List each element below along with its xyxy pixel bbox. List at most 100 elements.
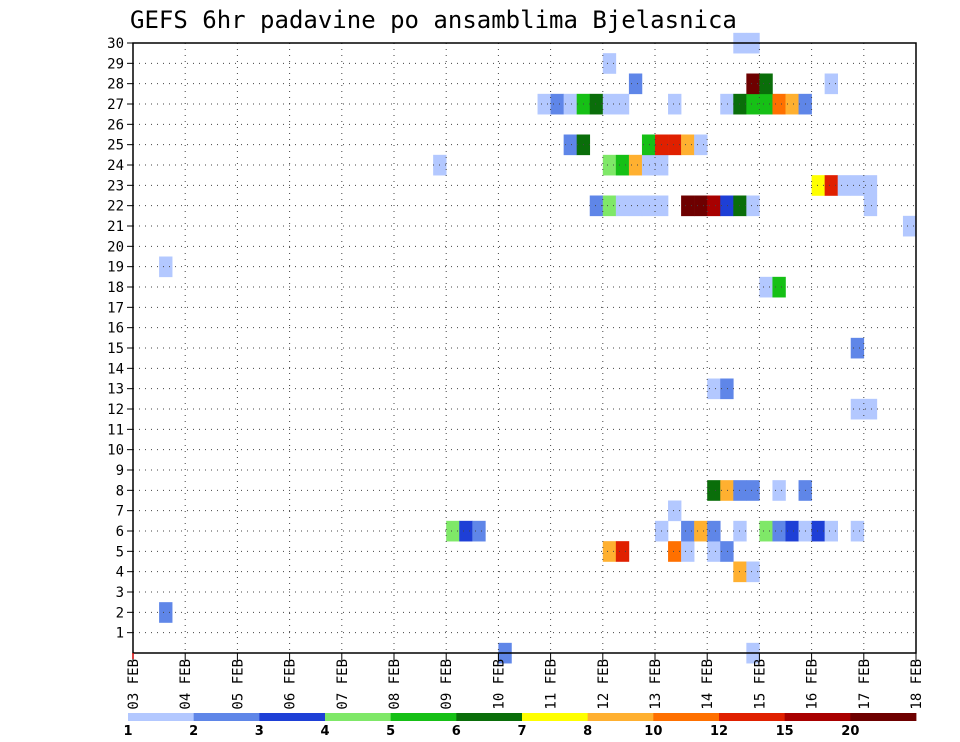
heatmap-cell: [720, 93, 734, 115]
y-tick-label: 1: [116, 626, 124, 642]
heatmap-cell: [720, 195, 734, 217]
heatmap-cell: [694, 134, 708, 156]
heatmap-cell: [785, 520, 799, 542]
heatmap-cell: [707, 520, 721, 542]
y-tick-label: 23: [107, 178, 124, 194]
heatmap-cell: [563, 134, 577, 156]
legend-swatch: [850, 713, 917, 721]
heatmap-cell: [759, 93, 773, 115]
legend-label: 1: [123, 724, 132, 739]
heatmap-cell: [694, 520, 708, 542]
x-tick-label: 16 FEB: [805, 659, 821, 710]
heatmap-cell: [681, 195, 695, 217]
legend-swatch: [128, 713, 195, 721]
heatmap-cell: [850, 337, 865, 359]
y-tick-label: 21: [107, 219, 124, 235]
heatmap-cell: [668, 500, 682, 522]
heatmap-cell: [811, 175, 825, 196]
x-tick-label: 13 FEB: [648, 659, 664, 710]
heatmap-cell: [720, 378, 734, 400]
heatmap-cell: [772, 480, 786, 501]
legend-label: 10: [644, 724, 662, 739]
heatmap-cell: [707, 480, 721, 501]
color-legend: 1 2 3 4 5 6 7 8 10 12 15 20: [123, 713, 917, 739]
heatmap-cell: [850, 175, 865, 196]
heatmap-cell: [759, 276, 773, 298]
heatmap-cell: [694, 195, 708, 217]
heatmap-cell: [628, 195, 643, 217]
y-tick-label: 5: [116, 544, 124, 560]
heatmap-cell: [628, 154, 643, 176]
heatmap-cell: [850, 520, 865, 542]
x-tick-label: 12 FEB: [596, 659, 612, 710]
y-tick-label: 17: [107, 300, 124, 316]
legend-label: 20: [841, 724, 859, 739]
heatmap-cell: [863, 175, 878, 196]
heatmap-cell: [707, 378, 721, 400]
heatmap-cell: [602, 541, 617, 562]
legend-swatch: [456, 713, 523, 721]
legend-label: 8: [583, 724, 592, 739]
legend-swatch: [390, 713, 457, 721]
heatmap-cell: [824, 73, 838, 95]
heatmap-cell: [811, 520, 825, 542]
y-tick-label: 26: [107, 117, 124, 133]
legend-swatch: [325, 713, 392, 721]
heatmap-cell: [472, 520, 486, 542]
heatmap-cell: [746, 195, 760, 217]
legend-label: 5: [386, 724, 395, 739]
plot-border: [132, 42, 917, 654]
y-tick-label: 14: [107, 361, 124, 377]
legend-label: 3: [255, 724, 264, 739]
y-tick-label: 22: [107, 199, 124, 215]
y-tick-label: 3: [116, 585, 124, 601]
heatmap-cell: [641, 134, 656, 156]
x-tick-label: 15 FEB: [752, 659, 768, 710]
x-tick-label: 17 FEB: [857, 659, 873, 710]
cells-layer: [159, 32, 917, 664]
heatmap-cell: [824, 520, 838, 542]
y-tick-label: 12: [107, 402, 124, 418]
heatmap-cell: [615, 541, 630, 562]
heatmap-cell: [759, 520, 773, 542]
legend-swatch: [193, 713, 260, 721]
heatmap-cell: [668, 93, 682, 115]
legend-swatch: [587, 713, 654, 721]
heatmap-cell: [628, 73, 643, 95]
y-tick-label: 20: [107, 239, 124, 255]
heatmap-cell: [681, 541, 695, 562]
x-tick-label: 10 FEB: [491, 659, 507, 710]
y-tick-label: 7: [116, 504, 124, 520]
heatmap-cell: [863, 195, 878, 217]
y-tick-label: 8: [116, 483, 124, 499]
y-tick-label: 10: [107, 443, 124, 459]
heatmap-cell: [746, 93, 760, 115]
x-tick-label: 11 FEB: [544, 659, 560, 710]
y-tick-label: 2: [116, 605, 124, 621]
heatmap-cell: [746, 73, 760, 95]
legend-label: 15: [776, 724, 794, 739]
heatmap-cell: [550, 93, 564, 115]
x-axis: 03 FEB 04 FEB 05 FEB 06 FEB 07 FEB 08 FEB 09 F…: [126, 653, 925, 710]
y-tick-label: 9: [116, 463, 124, 479]
heatmap-cell: [159, 256, 173, 278]
plot-frame: [132, 42, 917, 654]
heatmap-cell: [707, 541, 721, 562]
heatmap-cell: [772, 520, 786, 542]
y-tick-label: 29: [107, 56, 124, 72]
y-tick-label: 28: [107, 77, 124, 93]
heatmap-cell: [641, 195, 656, 217]
heatmap-cell: [602, 93, 617, 115]
heatmap-cell: [720, 480, 734, 501]
grid-layer: [133, 42, 916, 653]
legend-label: 6: [452, 724, 461, 739]
heatmap-cell: [759, 73, 773, 95]
heatmap-cell: [602, 154, 617, 176]
y-tick-label: 16: [107, 321, 124, 337]
y-tick-label: 11: [107, 422, 124, 438]
y-tick-label: 19: [107, 260, 124, 276]
legend-swatch: [653, 713, 720, 721]
y-tick-label: 30: [107, 36, 124, 52]
heatmap-cell: [459, 520, 473, 542]
